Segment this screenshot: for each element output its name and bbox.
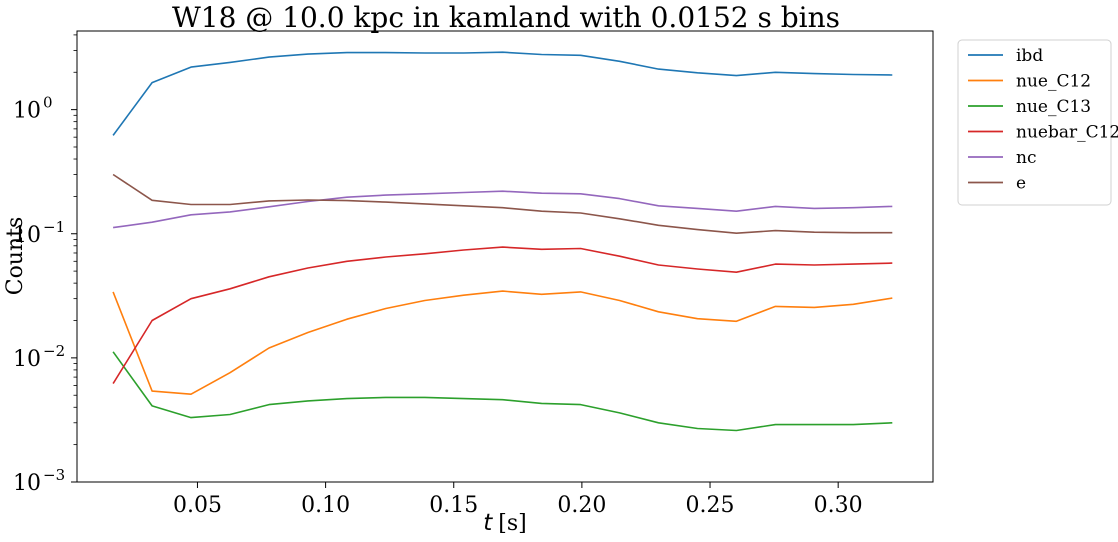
x-tick-label: 0.05 (173, 493, 222, 518)
plot-area (112, 51, 893, 432)
x-axis-label-var: t (483, 510, 493, 536)
x-tick-label: 0.25 (686, 493, 735, 518)
series-line-ibd (112, 51, 893, 136)
y-tick-label: 10 (13, 99, 41, 124)
y-tick-exponent: 0 (43, 94, 53, 112)
legend-label-nc: nc (1016, 148, 1036, 168)
series-line-nuebar_C12 (112, 246, 893, 385)
legend-label-ibd: ibd (1016, 46, 1043, 66)
y-tick-exponent: −2 (43, 342, 65, 360)
legend-label-nue_C12: nue_C12 (1016, 72, 1091, 92)
legend-label-e: e (1016, 174, 1026, 194)
series-line-e (112, 173, 893, 234)
legend-label-nue_C13: nue_C13 (1016, 97, 1091, 117)
chart-title: W18 @ 10.0 kpc in kamland with 0.0152 s … (172, 1, 840, 34)
x-axis-label-unit: [s] (498, 511, 526, 536)
x-tick-label: 0.10 (301, 493, 350, 518)
series-line-nue_C12 (112, 290, 893, 396)
plot-frame (76, 30, 934, 483)
y-tick-exponent: −1 (43, 218, 65, 236)
y-axis-label: Counts (3, 217, 28, 296)
x-axis-label: t [s] (483, 510, 527, 536)
x-tick-label: 0.15 (429, 493, 478, 518)
y-tick-exponent: −3 (43, 466, 65, 484)
series-line-nue_C13 (112, 351, 893, 432)
series-line-nc (112, 190, 893, 229)
x-tick-label: 0.30 (814, 493, 863, 518)
legend-label-nuebar_C12: nuebar_C12 (1016, 123, 1118, 143)
x-tick-label: 0.20 (557, 493, 606, 518)
y-tick-label: 10 (13, 471, 41, 496)
x-axis: 0.05 0.10 0.15 0.20 0.25 0.30 (173, 482, 863, 518)
y-tick-label: 10 (13, 223, 41, 248)
y-tick-label: 10 (13, 347, 41, 372)
